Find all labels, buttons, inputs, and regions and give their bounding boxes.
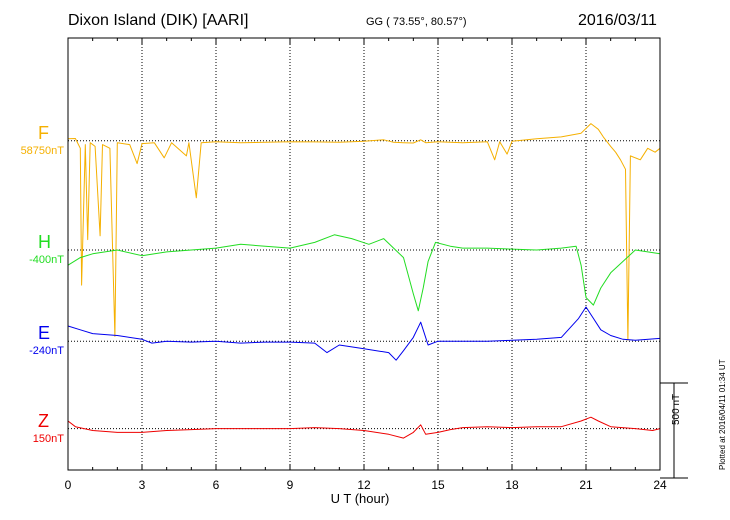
channel-baseline-h: -400nT: [29, 254, 64, 266]
channel-baseline-f: 58750nT: [20, 144, 64, 157]
x-tick-label: 12: [357, 478, 371, 492]
channel-label-z: Z: [38, 410, 49, 431]
x-tick-label: 21: [579, 478, 593, 492]
x-tick-label: 0: [64, 478, 72, 492]
series-line-h: [67, 234, 661, 312]
plotted-timestamp: Plotted at 2016/04/11 01:34 UT: [718, 359, 727, 470]
series-line-f: [67, 123, 661, 341]
x-tick-label: 9: [286, 478, 294, 492]
channel-baseline-e: -240nT: [29, 345, 64, 358]
geographic-coordinates: GG ( 73.55°, 80.57°): [366, 16, 467, 28]
x-axis-label: U T (hour): [330, 491, 390, 506]
channel-label-f: F: [38, 122, 49, 143]
station-title: Dixon Island (DIK) [AARI]: [68, 12, 249, 29]
scale-bar-label: 500 nT: [671, 393, 682, 425]
x-tick-label: 18: [505, 478, 519, 492]
channel-label-e: E: [38, 323, 51, 344]
series-line-e: [67, 306, 661, 361]
x-tick-label: 15: [431, 478, 445, 492]
x-tick-label: 6: [212, 478, 220, 492]
series-line-z: [67, 416, 661, 439]
channel-label-h: H: [38, 232, 51, 252]
x-tick-label: 3: [138, 478, 146, 492]
date-label: 2016/03/11: [578, 12, 657, 29]
channel-baseline-z: 150nT: [32, 432, 64, 445]
x-tick-label: 24: [653, 478, 667, 492]
